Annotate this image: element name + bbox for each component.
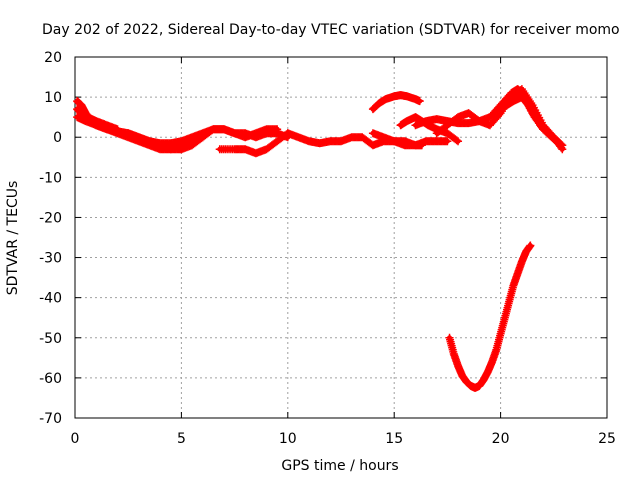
y-axis-label: SDTVAR / TECUs: [5, 181, 21, 296]
axis-ticks: [74, 56, 608, 419]
y-tick-label: 10: [44, 90, 62, 106]
data-series: [73, 85, 567, 392]
data-series-arc-7: [283, 129, 452, 150]
data-point: [113, 125, 122, 134]
data-point: [526, 241, 535, 250]
data-point: [555, 140, 564, 149]
data-point: [417, 141, 426, 150]
y-tick-label: -20: [39, 210, 62, 226]
data-series-arc-9: [368, 91, 424, 114]
data-series-arc-8: [368, 129, 426, 150]
chart-title: Day 202 of 2022, Sidereal Day-to-day VTE…: [42, 22, 620, 38]
x-tick-labels: 0 5 10 15 20 25: [71, 431, 616, 447]
grid-lines: [75, 57, 607, 418]
x-tick-label: 5: [177, 431, 186, 447]
y-tick-label: 0: [53, 130, 62, 146]
y-tick-label: 20: [44, 50, 62, 66]
x-axis-label: GPS time / hours: [281, 458, 398, 474]
plot-frame: [74, 56, 608, 419]
data-series-arc-12: [432, 85, 567, 154]
y-tick-label: -40: [39, 291, 62, 307]
y-tick-label: -30: [39, 251, 62, 267]
data-series-arc-4: [124, 129, 186, 154]
data-point: [452, 136, 461, 145]
y-tick-label: -70: [39, 411, 62, 427]
data-point: [415, 97, 424, 106]
x-tick-label: 15: [385, 431, 403, 447]
x-tick-label: 20: [492, 431, 510, 447]
data-series-arc-13: [502, 93, 565, 150]
data-series-arc-3: [73, 105, 122, 134]
x-tick-label: 25: [598, 431, 616, 447]
y-tick-labels: -70 -60 -50 -40 -30 -20 -10 0 10 20: [39, 50, 62, 427]
data-point: [273, 125, 282, 134]
y-tick-label: -60: [39, 371, 62, 387]
y-tick-label: -10: [39, 170, 62, 186]
data-series-arc-5: [177, 125, 282, 154]
data-point: [558, 145, 567, 154]
y-tick-label: -50: [39, 331, 62, 347]
data-point: [556, 141, 565, 150]
x-tick-label: 0: [71, 431, 80, 447]
data-point: [443, 137, 452, 146]
x-tick-label: 10: [279, 431, 297, 447]
data-series-arc-6: [215, 129, 292, 158]
data-point: [454, 137, 463, 146]
data-series-arc-14: [445, 241, 535, 392]
